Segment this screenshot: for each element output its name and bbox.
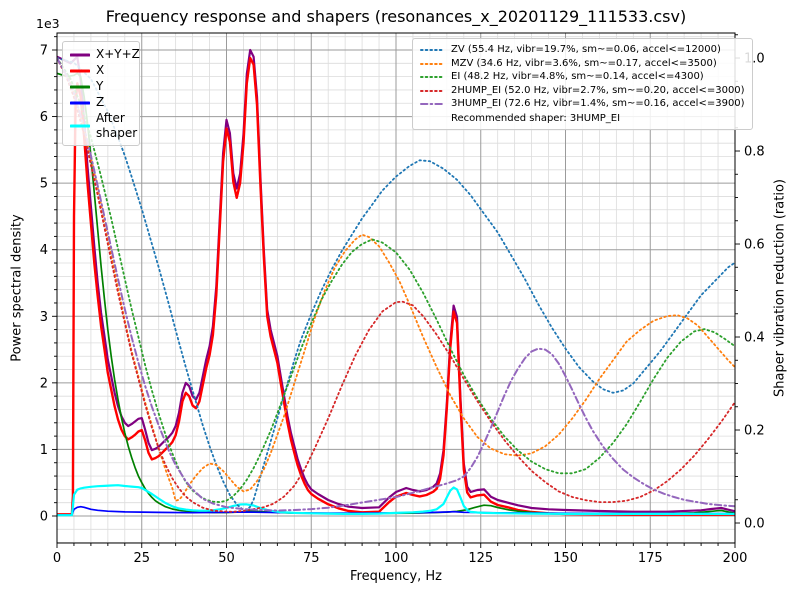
tick-labels: 0 25 50 75 100 125 150 175 200 0 1 2 3 4 5 6 7 0.0 0.2 0.4 0…	[40, 43, 765, 566]
x-axis-label: Frequency, Hz	[349, 569, 443, 584]
legend-line-swatch	[70, 53, 90, 56]
y-left-tick-label: 7	[40, 43, 48, 58]
y-right-tick-label: 0.0	[744, 517, 765, 532]
legend-item-label: After shaper	[96, 111, 138, 140]
x-tick-label: 75	[303, 551, 320, 566]
series-2hump-ei	[57, 57, 735, 513]
y-left-tick-label: 5	[40, 177, 48, 192]
legend-item: 3HUMP_EI (72.6 Hz, vibr=1.4%, sm~=0.16, …	[420, 98, 745, 111]
legend-item-label: Y	[96, 79, 104, 93]
legend-item: ZV (55.4 Hz, vibr=19.7%, sm~=0.06, accel…	[420, 44, 745, 57]
chart-title: Frequency response and shapers (resonanc…	[105, 7, 687, 26]
legend-item: MZV (34.6 Hz, vibr=3.6%, sm~=0.17, accel…	[420, 58, 745, 71]
legend-shapers: ZV (55.4 Hz, vibr=19.7%, sm~=0.06, accel…	[412, 38, 753, 130]
y-right-tick-label: 0.4	[744, 331, 765, 346]
x-tick-label: 150	[553, 551, 578, 566]
legend-item: Z	[70, 95, 132, 110]
legend-item-label: 3HUMP_EI (72.6 Hz, vibr=1.4%, sm~=0.16, …	[451, 98, 745, 109]
y-left-tick-label: 0	[40, 509, 48, 524]
legend-item-label: 2HUMP_EI (52.0 Hz, vibr=2.7%, sm~=0.20, …	[451, 84, 745, 96]
series-ei	[57, 57, 735, 503]
series-zv	[57, 57, 735, 511]
legend-item: EI (48.2 Hz, vibr=4.8%, sm~=0.14, accel<…	[420, 71, 745, 84]
y-axis-label-right: Shaper vibration reduction (ratio)	[772, 179, 788, 397]
legend-item: X	[70, 63, 132, 78]
legend-item-label: MZV (34.6 Hz, vibr=3.6%, sm~=0.17, accel…	[451, 57, 717, 69]
legend-item-label: Z	[96, 95, 105, 109]
y-right-tick-label: 0.6	[744, 238, 765, 253]
legend-line-swatch	[420, 76, 445, 79]
series-group	[57, 48, 735, 517]
x-tick-label: 175	[638, 551, 663, 566]
legend-line-swatch	[420, 49, 445, 52]
y-left-tick-label: 1	[40, 443, 48, 458]
legend-line-swatch	[70, 69, 90, 72]
x-tick-label: 25	[133, 551, 150, 566]
series-after-shaper	[57, 484, 735, 517]
x-tick-label: 100	[384, 551, 409, 566]
legend-footer-recommended-shaper: Recommended shaper: 3HUMP_EI	[451, 112, 621, 124]
y-axis-offset-text: 1e3	[36, 16, 60, 31]
legend-item-label: X+Y+Z	[96, 47, 140, 61]
y-right-tick-label: 0.8	[744, 145, 765, 160]
legend-item-label: ZV (55.4 Hz, vibr=19.7%, sm~=0.06, accel…	[451, 44, 721, 55]
y-left-tick-label: 2	[40, 376, 48, 391]
y-right-tick-label: 0.2	[744, 424, 765, 439]
legend-line-swatch	[420, 62, 445, 65]
y-axis-label-left: Power spectral density	[9, 214, 25, 362]
x-tick-label: 50	[218, 551, 235, 566]
legend-psd: X+Y+Z X Y Z After shaper	[62, 41, 140, 146]
legend-line-swatch	[420, 103, 445, 106]
series-3hump-ei	[57, 57, 735, 512]
x-tick-label: 0	[53, 551, 61, 566]
legend-item-label: EI (48.2 Hz, vibr=4.8%, sm~=0.14, accel<…	[451, 71, 704, 82]
y-left-tick-label: 3	[40, 310, 48, 325]
legend-item: X+Y+Z	[70, 47, 140, 62]
series-x	[57, 56, 735, 516]
grid-minor	[57, 33, 735, 544]
legend-item-label: X	[96, 63, 105, 77]
legend-item: After shaper	[70, 111, 137, 141]
x-tick-label: 200	[723, 551, 748, 566]
ticks	[52, 34, 740, 548]
y-left-tick-label: 6	[40, 110, 48, 125]
legend-line-swatch	[70, 101, 90, 104]
legend-line-swatch	[70, 124, 90, 128]
legend-item: Y	[70, 79, 132, 94]
series-z	[57, 505, 735, 516]
legend-line-swatch	[420, 89, 445, 92]
x-tick-label: 125	[468, 551, 493, 566]
legend-item: 2HUMP_EI (52.0 Hz, vibr=2.7%, sm~=0.20, …	[420, 85, 745, 98]
legend-line-swatch	[70, 85, 90, 88]
y-left-tick-label: 4	[40, 243, 48, 258]
